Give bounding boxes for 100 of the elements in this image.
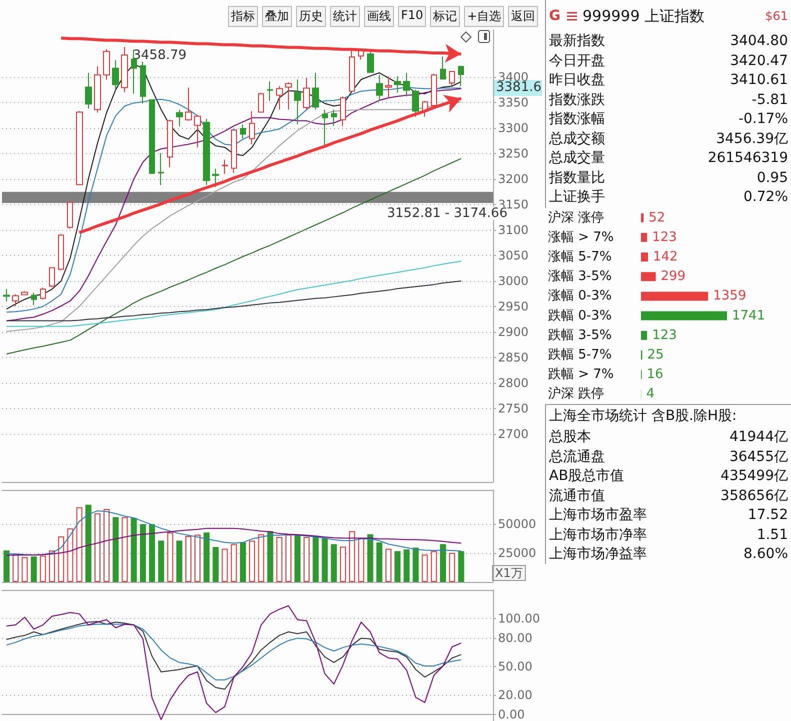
text: $61 — [765, 9, 788, 23]
bar — [458, 551, 464, 582]
data-label: 123 — [652, 230, 677, 245]
text: -0.17% — [738, 110, 788, 129]
bar — [276, 537, 282, 582]
text: 总股本 — [549, 428, 591, 447]
band-label: 3152.81 - 3174.66 — [387, 206, 508, 222]
candlestick — [367, 49, 374, 74]
bar — [440, 544, 446, 582]
candlestick — [158, 152, 164, 186]
bar — [67, 528, 74, 582]
y-tick-label: 跌幅 0-3% — [548, 308, 612, 324]
y-axis-title: X1万 — [495, 566, 523, 580]
candlestick — [449, 70, 455, 86]
text: F10 — [398, 6, 426, 27]
candlestick — [85, 72, 92, 110]
text: 流通市值 — [549, 486, 605, 506]
bar — [149, 524, 156, 582]
candlestick — [112, 60, 119, 90]
bar — [312, 536, 319, 582]
candlestick — [49, 266, 55, 288]
bar — [258, 534, 264, 582]
bar — [76, 507, 82, 582]
bar — [167, 532, 174, 582]
bar — [240, 542, 246, 582]
bar — [385, 548, 392, 582]
candlestick — [194, 114, 201, 148]
bar — [641, 292, 708, 301]
y-tick-label: 沪深 涨停 — [548, 209, 604, 226]
bar — [4, 550, 10, 582]
candlestick — [331, 109, 337, 126]
text: 435499亿 — [720, 467, 788, 486]
text: 3410.61 — [730, 71, 788, 90]
text: 最新指数 — [549, 32, 605, 51]
candlestick — [403, 72, 410, 97]
candlestick — [349, 50, 355, 92]
y-tick-label: 3000 — [498, 274, 529, 288]
candlestick — [3, 288, 10, 302]
bar — [12, 554, 19, 582]
bar — [230, 544, 237, 582]
bar — [249, 540, 256, 582]
bar — [267, 531, 274, 582]
bar — [349, 531, 356, 582]
bar — [641, 311, 727, 320]
y-tick-label: 涨幅 3-5% — [548, 269, 612, 284]
text: 指数涨幅 — [549, 110, 605, 129]
bar — [641, 330, 648, 340]
candlestick — [167, 119, 173, 168]
candlestick — [31, 292, 37, 306]
y-tick-label: 3200 — [498, 172, 529, 186]
bar — [185, 536, 192, 582]
text: 3404.80 — [730, 32, 788, 51]
y-tick-label: 涨幅 > 7% — [548, 230, 614, 245]
data-label: 16 — [646, 367, 664, 382]
candlestick — [76, 110, 83, 186]
candlestick — [458, 65, 464, 87]
text: 0.95 — [756, 168, 788, 188]
line-series — [6, 280, 462, 322]
bar — [222, 548, 228, 582]
bar — [294, 534, 301, 582]
text: -5.81 — [752, 90, 788, 110]
line-series — [6, 510, 462, 556]
text: 指标 — [228, 6, 258, 27]
text: 指数量比 — [549, 168, 605, 188]
candlestick — [58, 234, 64, 271]
data-label: 52 — [648, 210, 666, 226]
text: 指数涨跌 — [549, 90, 605, 110]
text: 17.52 — [748, 506, 788, 525]
bar — [104, 508, 110, 582]
text: 8.60% — [744, 545, 788, 564]
y-tick-label: 20.00 — [498, 688, 532, 702]
text: 358656亿 — [720, 486, 788, 506]
bar — [204, 532, 210, 582]
line-series — [6, 260, 462, 327]
y-tick-label: 2950 — [498, 300, 529, 314]
text: 标记 — [430, 6, 460, 27]
data-label: 25 — [647, 348, 664, 362]
y-tick-label: 2850 — [498, 350, 529, 365]
bar — [176, 540, 182, 582]
candlestick — [276, 86, 283, 110]
bar — [430, 551, 437, 582]
text: 上海全市场统计 含B股.除H股: — [549, 407, 738, 426]
data-label: 4 — [646, 386, 654, 402]
text: 返回 — [508, 6, 538, 27]
bar — [212, 546, 219, 582]
line-series — [6, 620, 462, 690]
text: 总成交额 — [549, 130, 605, 148]
text: 0.72% — [744, 188, 788, 207]
candlestick — [322, 109, 328, 147]
candlestick — [103, 48, 110, 80]
bar — [58, 536, 64, 582]
y-tick-label: 涨幅 5-7% — [548, 250, 612, 264]
text: 统计 — [330, 6, 360, 27]
candlestick — [394, 76, 401, 94]
bar — [122, 517, 128, 582]
candlestick — [376, 74, 383, 102]
candlestick — [258, 92, 264, 114]
bar — [304, 537, 310, 582]
y-tick-label: 3050 — [498, 248, 529, 262]
text: 3456.39亿 — [716, 130, 788, 148]
